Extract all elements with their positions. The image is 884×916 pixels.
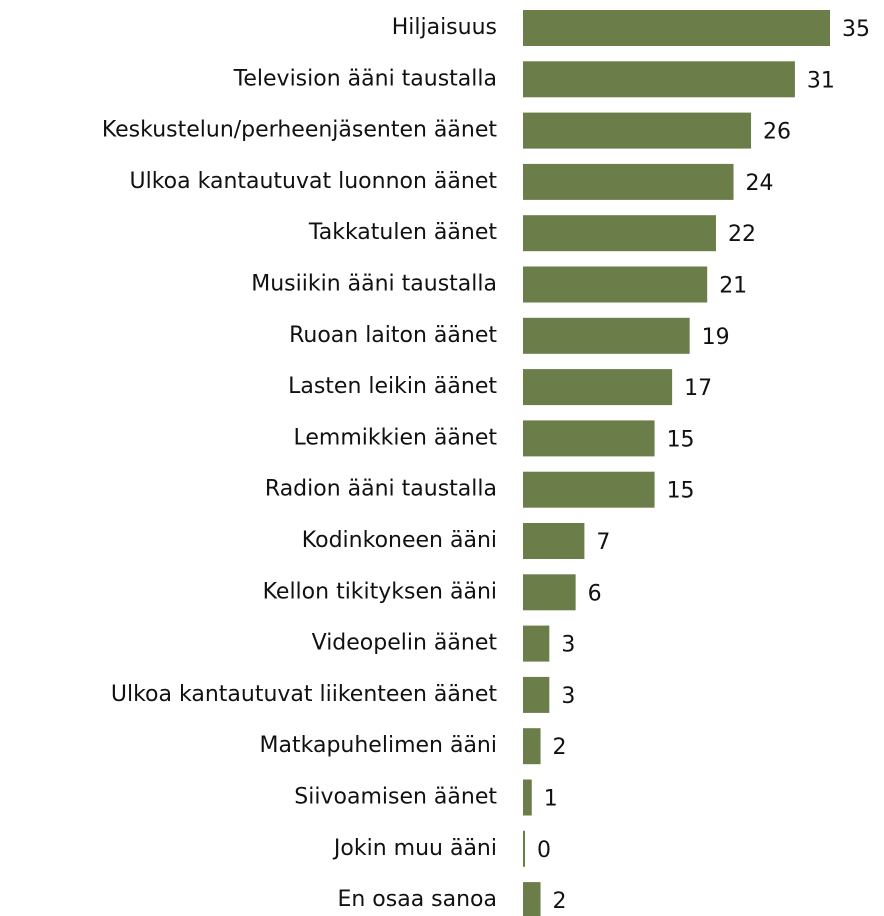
bar (523, 882, 541, 916)
category-label: Jokin muu ääni (332, 836, 497, 861)
value-label: 22 (728, 222, 756, 247)
category-label: Television ääni taustalla (233, 66, 497, 91)
value-label: 21 (719, 274, 747, 299)
value-label: 7 (596, 530, 610, 555)
value-label: 3 (561, 684, 575, 709)
bar (523, 317, 690, 354)
category-label: Takkatulen äänet (308, 220, 497, 245)
bar (523, 676, 550, 713)
category-label: Musiikin ääni taustalla (251, 272, 497, 297)
category-label: Lemmikkien äänet (293, 425, 497, 450)
bar (523, 420, 655, 457)
value-label: 19 (702, 325, 730, 350)
category-label: Videopelin äänet (312, 631, 498, 656)
category-label: Lasten leikin äänet (288, 374, 497, 399)
value-label: 6 (588, 581, 602, 606)
bar (523, 625, 550, 662)
value-label: 17 (684, 376, 712, 401)
bar (523, 574, 576, 611)
bar (523, 112, 752, 149)
category-label: Hiljaisuus (392, 15, 497, 40)
value-label: 2 (553, 889, 567, 914)
value-label: 26 (763, 120, 791, 145)
bar (523, 369, 673, 406)
bar (523, 215, 716, 252)
bar (523, 61, 795, 98)
bar (523, 523, 585, 559)
category-label: Ruoan laiton äänet (289, 323, 497, 348)
category-label: Radion ääni taustalla (265, 477, 497, 502)
value-label: 35 (842, 17, 870, 42)
bar (523, 779, 532, 816)
value-label: 2 (553, 735, 567, 760)
category-label: Keskustelun/perheenjäsenten äänet (102, 118, 498, 143)
category-label: Matkapuhelimen ääni (260, 733, 497, 758)
category-label: Kodinkoneen ääni (302, 528, 497, 553)
category-label: Siivoamisen äänet (294, 785, 497, 810)
value-label: 15 (667, 427, 695, 452)
value-label: 3 (561, 633, 575, 658)
category-label: Kellon tikityksen ääni (263, 579, 497, 604)
bar (523, 830, 525, 867)
bar (523, 10, 830, 46)
bar (523, 163, 734, 200)
bar (523, 728, 541, 765)
value-label: 1 (544, 787, 558, 812)
category-label: En osaa sanoa (337, 887, 497, 912)
category-label: Ulkoa kantautuvat luonnon äänet (130, 169, 498, 194)
value-label: 24 (746, 171, 774, 196)
category-label: Ulkoa kantautuvat liikenteen äänet (111, 682, 497, 707)
value-label: 15 (667, 479, 695, 504)
value-label: 0 (537, 838, 551, 863)
bar (523, 471, 655, 508)
bar (523, 266, 708, 303)
value-label: 31 (807, 68, 835, 93)
